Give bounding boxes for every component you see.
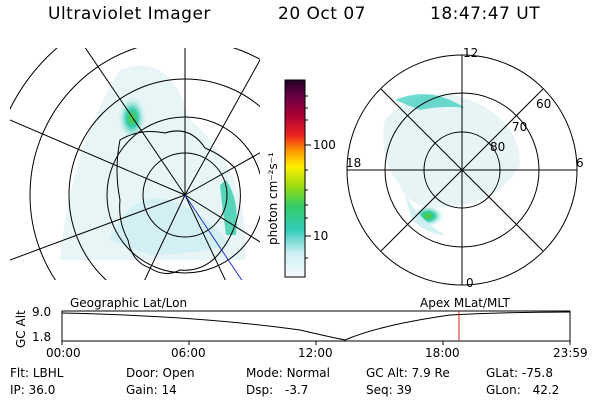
colorbar-ticks [305, 95, 311, 259]
aurora-haze-right [383, 93, 520, 208]
flt-value: LBHL [32, 366, 64, 380]
mode-value: Normal [286, 366, 330, 380]
status-seq: Seq: 39 [366, 383, 412, 397]
glon-label: GLon: [486, 383, 521, 397]
status-dsp: Dsp: -3.7 [246, 383, 308, 397]
altitude-curve [61, 311, 571, 341]
date-label: 20 Oct 07 [278, 4, 366, 24]
colorbar-tick-100: 100 [313, 138, 336, 152]
imager-title: Ultraviolet Imager [48, 4, 211, 24]
altitude-x-ticks [61, 341, 571, 345]
mlt-label-12: 12 [463, 46, 479, 60]
status-glon: GLon: 42.2 [486, 383, 559, 397]
mlat-label-60: 60 [536, 97, 552, 111]
mlt-label-18: 18 [346, 156, 362, 170]
gain-label: Gain: [126, 383, 158, 397]
mlat-label-70: 70 [512, 120, 528, 134]
mlt-image [383, 93, 520, 235]
glat-value: -75.8 [521, 366, 553, 380]
gain-value: 14 [161, 383, 177, 397]
dsp-label: Dsp: [246, 383, 274, 397]
aurora-edge [220, 180, 237, 235]
continent-outline [116, 130, 241, 274]
status-ip: IP: 36.0 [10, 383, 55, 397]
aurora-arc-right [395, 94, 465, 110]
seq-label: Seq: [366, 383, 393, 397]
status-mode: Mode: Normal [246, 366, 330, 380]
gcalt-value: 7.9 Re [411, 366, 450, 380]
altitude-x-tick-0600: 06:00 [171, 346, 206, 360]
altitude-x-tick-1800: 18:00 [425, 346, 460, 360]
seq-value: 39 [396, 383, 412, 397]
aurora-haze [60, 65, 246, 260]
glon-value: 42.2 [532, 383, 560, 397]
left-projection-label: Geographic Lat/Lon [70, 296, 188, 310]
mlt-label-6: 6 [576, 156, 584, 170]
ip-label: IP: [10, 383, 25, 397]
mlat-label-80: 80 [490, 140, 506, 154]
altitude-axis-label: GC Alt [14, 310, 28, 348]
status-glat: GLat: -75.8 [486, 366, 553, 380]
colorbar-unit-label: photon cm⁻²s⁻¹ [266, 152, 280, 245]
dsp-value: -3.7 [284, 383, 309, 397]
status-gcalt: GC Alt: 7.9 Re [366, 366, 450, 380]
mode-label: Mode: [246, 366, 283, 380]
altitude-x-tick-2359: 23:59 [553, 346, 588, 360]
status-flt: Flt: LBHL [10, 366, 63, 380]
ip-value: 36.0 [28, 383, 56, 397]
door-label: Door: [126, 366, 159, 380]
right-projection-label: Apex MLat/MLT [420, 296, 510, 310]
door-value: Open [162, 366, 195, 380]
altitude-x-tick-1200: 12:00 [298, 346, 333, 360]
time-label: 18:47:47 UT [430, 4, 541, 24]
flt-label: Flt: [10, 366, 29, 380]
noon-meridian-line [184, 194, 243, 280]
glat-label: GLat: [486, 366, 519, 380]
altitude-x-tick-0000: 00:00 [46, 346, 81, 360]
altitude-y-tick-low: 1.8 [32, 330, 52, 344]
status-gain: Gain: 14 [126, 383, 177, 397]
lon-lines [10, 48, 260, 280]
gcalt-label: GC Alt: [366, 366, 408, 380]
colorbar [284, 79, 306, 278]
mlt-label-0: 0 [466, 276, 474, 290]
mlt-lines [347, 55, 577, 285]
colorbar-tick-10: 10 [313, 229, 329, 243]
aurora-oval-right [405, 195, 445, 235]
status-door: Door: Open [126, 366, 195, 380]
altitude-y-tick-high: 9.0 [32, 305, 52, 319]
geographic-map [10, 48, 260, 280]
